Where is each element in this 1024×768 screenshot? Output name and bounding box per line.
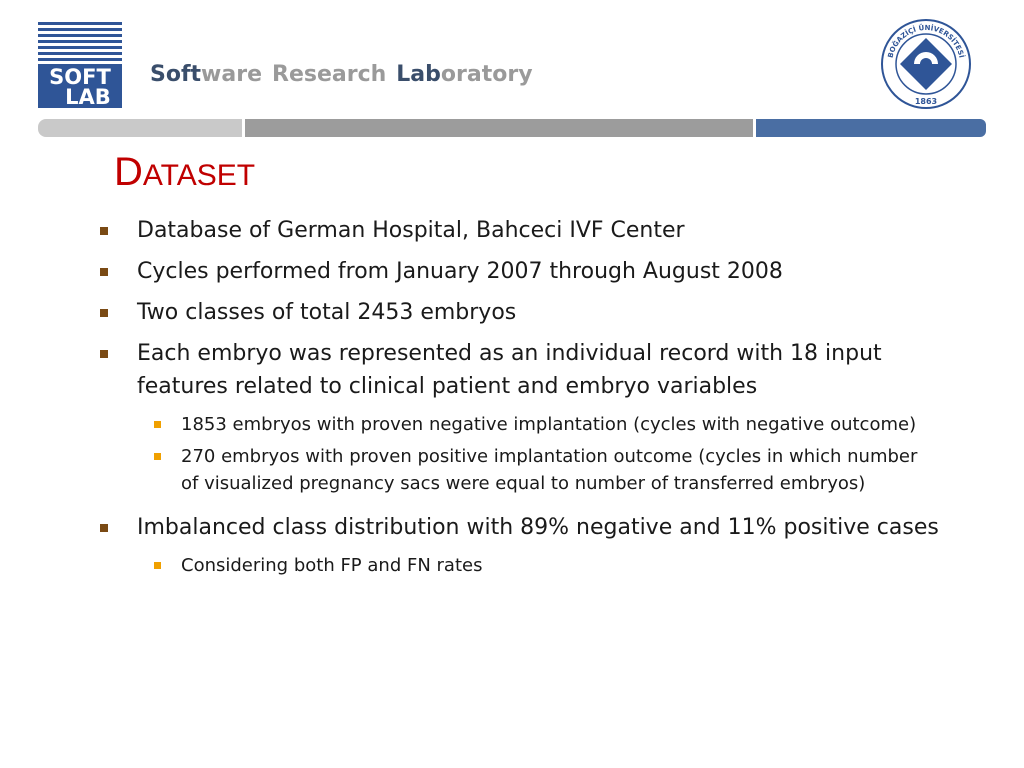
- brand-title: Software Research Laboratory: [150, 62, 533, 87]
- bullet-item: Imbalanced class distribution with 89% n…: [100, 511, 940, 544]
- logo-text-lab: LAB: [65, 85, 111, 108]
- brand-part-lab: Lab: [396, 62, 441, 87]
- sub-bullet-item: 270 embryos with proven positive implant…: [100, 443, 940, 497]
- seal-year: 1863: [915, 97, 937, 106]
- square-sub-bullet-icon: [154, 453, 161, 460]
- bullet-item: Cycles performed from January 2007 throu…: [100, 255, 940, 288]
- slide-title: DATASET: [114, 150, 255, 195]
- softlab-logo: SOFT LAB: [38, 22, 122, 109]
- bullet-text: Two classes of total 2453 embryos: [137, 300, 517, 325]
- bullet-text: Database of German Hospital, Bahceci IVF…: [137, 218, 685, 243]
- header-bar-left: [38, 119, 242, 137]
- university-seal-logo: BOĞAZİÇİ ÜNİVERSİTESİ 1863: [880, 18, 972, 110]
- bullet-item: Each embryo was represented as an indivi…: [100, 337, 940, 403]
- bullet-item: Two classes of total 2453 embryos: [100, 296, 940, 329]
- bullet-list: Database of German Hospital, Bahceci IVF…: [100, 214, 940, 584]
- brand-part-ware: ware: [201, 62, 262, 87]
- brand-part-research: Research: [272, 62, 387, 87]
- bullet-text: Imbalanced class distribution with 89% n…: [137, 515, 939, 540]
- bullet-item: Database of German Hospital, Bahceci IVF…: [100, 214, 940, 247]
- square-bullet-icon: [100, 227, 108, 235]
- sub-bullet-item: Considering both FP and FN rates: [100, 552, 940, 579]
- square-bullet-icon: [100, 309, 108, 317]
- brand-part-soft: Soft: [150, 62, 202, 87]
- square-bullet-icon: [100, 350, 108, 358]
- header-bar-right: [756, 119, 986, 137]
- header-bar-middle: [245, 119, 753, 137]
- title-first-letter: D: [114, 150, 143, 194]
- sub-bullet-text: Considering both FP and FN rates: [181, 555, 483, 576]
- sub-bullet-text: 270 embryos with proven positive implant…: [181, 446, 918, 494]
- square-sub-bullet-icon: [154, 562, 161, 569]
- logo-text-soft: SOFT: [49, 65, 111, 89]
- bullet-text: Cycles performed from January 2007 throu…: [137, 259, 783, 284]
- square-bullet-icon: [100, 268, 108, 276]
- brand-part-oratory: oratory: [440, 62, 533, 87]
- sub-bullet-item: 1853 embryos with proven negative implan…: [100, 411, 940, 438]
- sub-bullet-text: 1853 embryos with proven negative implan…: [181, 414, 917, 435]
- square-bullet-icon: [100, 524, 108, 532]
- bullet-text: Each embryo was represented as an indivi…: [137, 341, 882, 399]
- square-sub-bullet-icon: [154, 421, 161, 428]
- title-rest: ATASET: [142, 159, 256, 192]
